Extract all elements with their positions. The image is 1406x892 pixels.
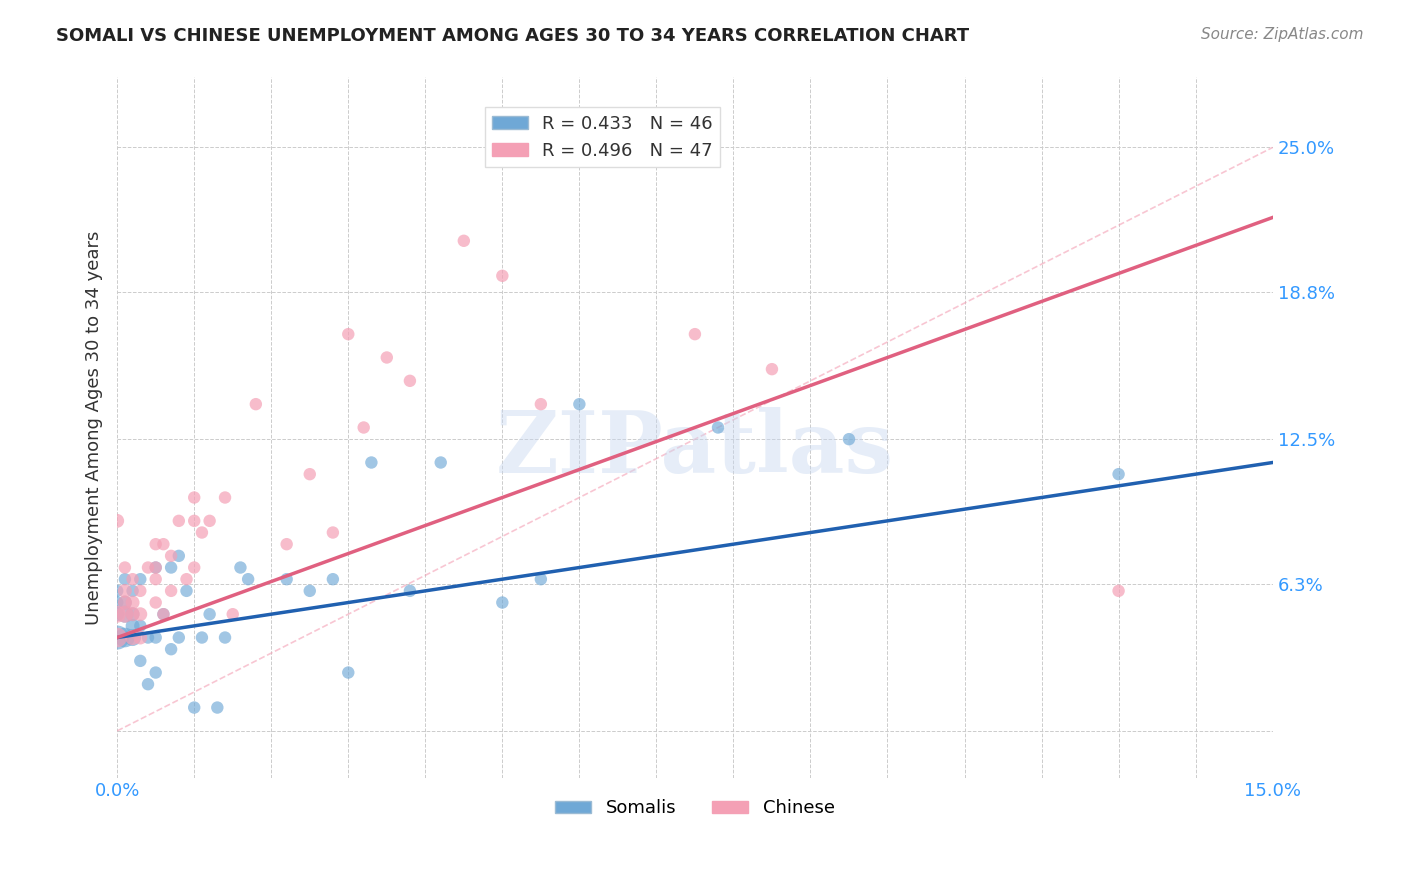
- Point: [136, 631, 159, 645]
- Point: [360, 456, 382, 470]
- Point: [429, 456, 451, 470]
- Point: [568, 397, 591, 411]
- Point: [707, 420, 730, 434]
- Point: [114, 607, 136, 622]
- Point: [214, 631, 236, 645]
- Point: [136, 677, 159, 691]
- Point: [207, 700, 229, 714]
- Point: [136, 560, 159, 574]
- Point: [129, 619, 152, 633]
- Point: [236, 572, 259, 586]
- Point: [105, 631, 128, 645]
- Point: [245, 397, 267, 411]
- Point: [145, 595, 167, 609]
- Point: [160, 549, 183, 563]
- Point: [105, 514, 128, 528]
- Point: [121, 631, 143, 645]
- Point: [121, 595, 143, 609]
- Point: [353, 420, 375, 434]
- Point: [683, 327, 706, 342]
- Point: [145, 560, 167, 574]
- Point: [838, 432, 860, 446]
- Point: [129, 583, 152, 598]
- Point: [114, 595, 136, 609]
- Point: [167, 549, 190, 563]
- Point: [152, 607, 174, 622]
- Text: Source: ZipAtlas.com: Source: ZipAtlas.com: [1201, 27, 1364, 42]
- Point: [114, 572, 136, 586]
- Point: [337, 665, 360, 680]
- Point: [1108, 467, 1130, 482]
- Point: [145, 665, 167, 680]
- Point: [145, 537, 167, 551]
- Point: [121, 607, 143, 622]
- Point: [121, 572, 143, 586]
- Point: [214, 491, 236, 505]
- Point: [176, 583, 198, 598]
- Point: [114, 631, 136, 645]
- Point: [276, 537, 298, 551]
- Point: [191, 631, 214, 645]
- Text: SOMALI VS CHINESE UNEMPLOYMENT AMONG AGES 30 TO 34 YEARS CORRELATION CHART: SOMALI VS CHINESE UNEMPLOYMENT AMONG AGE…: [56, 27, 969, 45]
- Point: [121, 583, 143, 598]
- Point: [167, 514, 190, 528]
- Point: [129, 631, 152, 645]
- Text: ZIPatlas: ZIPatlas: [496, 407, 894, 491]
- Point: [530, 397, 553, 411]
- Point: [298, 583, 321, 598]
- Point: [121, 607, 143, 622]
- Point: [129, 607, 152, 622]
- Point: [105, 595, 128, 609]
- Point: [105, 631, 128, 645]
- Point: [145, 560, 167, 574]
- Point: [191, 525, 214, 540]
- Point: [105, 583, 128, 598]
- Point: [105, 607, 128, 622]
- Point: [399, 374, 422, 388]
- Point: [105, 607, 128, 622]
- Point: [176, 572, 198, 586]
- Point: [160, 642, 183, 657]
- Point: [198, 607, 221, 622]
- Point: [183, 560, 205, 574]
- Point: [183, 491, 205, 505]
- Point: [129, 572, 152, 586]
- Point: [568, 140, 591, 154]
- Point: [145, 631, 167, 645]
- Point: [121, 631, 143, 645]
- Point: [160, 560, 183, 574]
- Point: [761, 362, 783, 376]
- Point: [1108, 583, 1130, 598]
- Point: [198, 514, 221, 528]
- Point: [152, 537, 174, 551]
- Point: [183, 700, 205, 714]
- Point: [399, 583, 422, 598]
- Point: [114, 607, 136, 622]
- Legend: Somalis, Chinese: Somalis, Chinese: [548, 792, 842, 824]
- Point: [491, 268, 513, 283]
- Point: [114, 560, 136, 574]
- Point: [322, 525, 344, 540]
- Point: [222, 607, 245, 622]
- Point: [229, 560, 252, 574]
- Point: [114, 595, 136, 609]
- Point: [276, 572, 298, 586]
- Y-axis label: Unemployment Among Ages 30 to 34 years: Unemployment Among Ages 30 to 34 years: [86, 230, 103, 624]
- Point: [129, 654, 152, 668]
- Point: [183, 514, 205, 528]
- Point: [491, 595, 513, 609]
- Point: [337, 327, 360, 342]
- Point: [114, 583, 136, 598]
- Point: [530, 572, 553, 586]
- Point: [152, 607, 174, 622]
- Point: [453, 234, 475, 248]
- Point: [375, 351, 398, 365]
- Point: [322, 572, 344, 586]
- Point: [121, 619, 143, 633]
- Point: [145, 572, 167, 586]
- Point: [167, 631, 190, 645]
- Point: [298, 467, 321, 482]
- Point: [160, 583, 183, 598]
